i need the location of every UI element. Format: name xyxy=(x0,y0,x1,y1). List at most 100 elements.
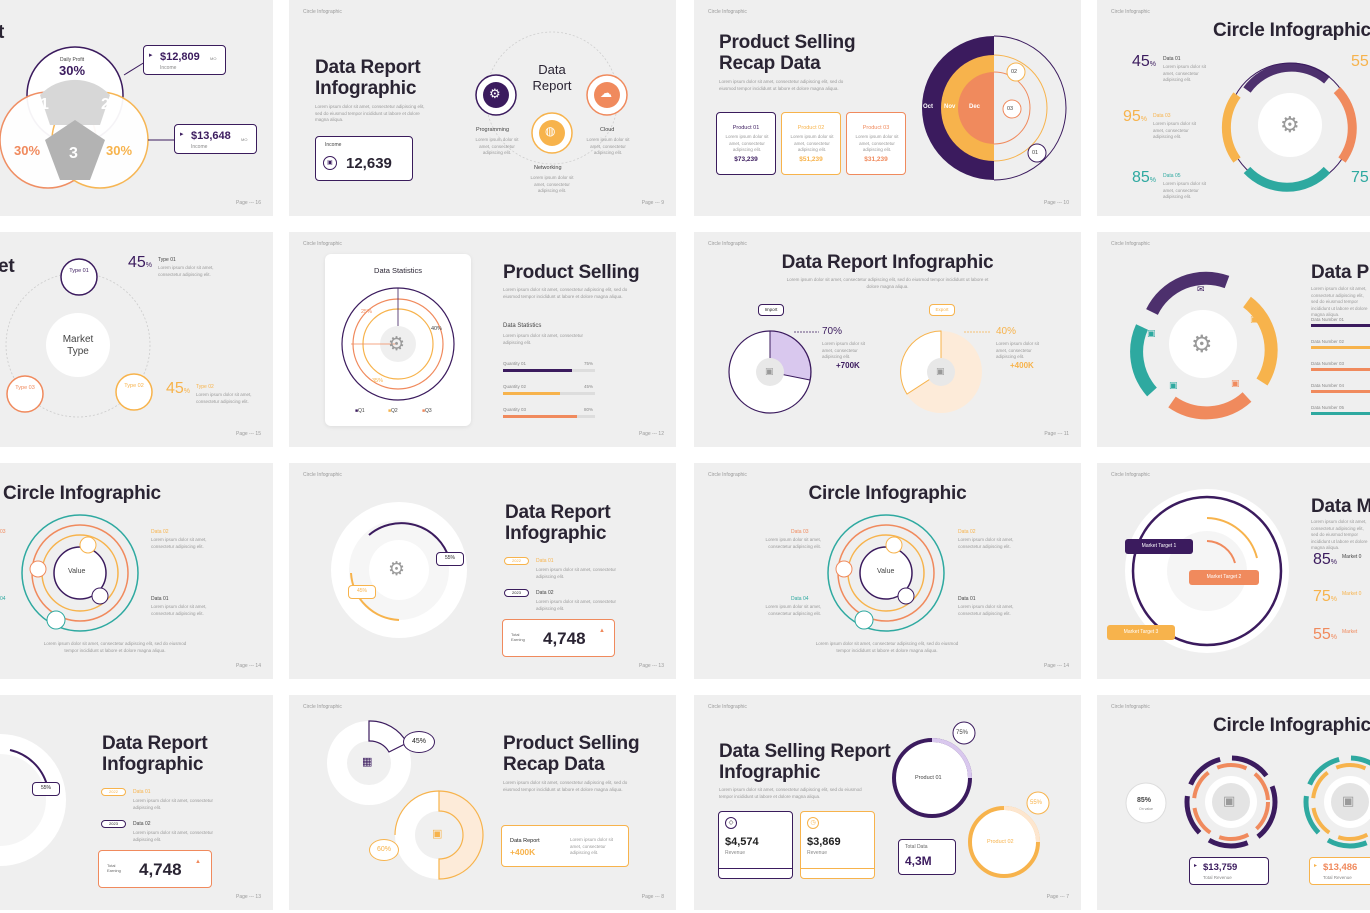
chat-icon: ▣ xyxy=(1147,328,1156,338)
cloud-icon: ☁ xyxy=(600,86,612,100)
slide-tag: Circle Infographic xyxy=(303,9,342,15)
slide-venn[interactable]: t Daily Profit 30% 30% 30% 1 2 3 $12,809… xyxy=(0,0,273,216)
income-box-1: $12,809 Income MO ▸ xyxy=(143,45,226,75)
product-name-3: Product 03 xyxy=(862,125,890,131)
mail-icon: ✉ xyxy=(1197,284,1205,294)
month-oct: Oct xyxy=(923,104,934,110)
earning-card: Total Earning 4,748 ▲ xyxy=(502,619,615,657)
export-desc: Lorem ipsum dolor sit amet, consectetur … xyxy=(996,341,1040,359)
pct-85-value: 85 xyxy=(1132,169,1150,186)
slide-recap-2[interactable]: Circle Infographic ▦ ▣ 45% 60% Product S… xyxy=(289,695,676,910)
income-box-2: $13,648 Income MO ▸ xyxy=(174,124,257,154)
product-name-1: Product 01 xyxy=(732,125,760,131)
slide-data-report-1[interactable]: Circle Infographic Data Report Infograph… xyxy=(289,0,676,216)
slide-recap-1[interactable]: Circle Infographic Product Selling Recap… xyxy=(694,0,1081,216)
product-desc-3: Lorem ipsum dolor sit amet, consectetur … xyxy=(855,134,899,152)
product-01-label: Product 01 xyxy=(915,775,942,781)
qty-1-label: Quantity 01 xyxy=(503,361,527,366)
import-pct: 70% xyxy=(822,326,843,337)
pct-75: 75% xyxy=(1313,588,1337,606)
slide-circle-value-2[interactable]: Circle Infographic Circle Infographic Va… xyxy=(694,463,1081,679)
slide-data-report-2[interactable]: Circle Infographic ⚙ 55% 45% Data Report… xyxy=(289,463,676,679)
slide-circle-revenue[interactable]: Circle Infographic Circle Infographic 85… xyxy=(1097,695,1370,910)
slice-35: 35% xyxy=(372,378,384,384)
up-arrow-icon: ▲ xyxy=(599,628,605,634)
semi-ring-chart xyxy=(922,35,1067,181)
data-report-value: +400K xyxy=(510,847,536,857)
pct-tag-55: 55% xyxy=(436,552,464,566)
type02-desc: Lorem ipsum dolor sit amet, consectetur … xyxy=(196,392,252,404)
bag-icon: ▣ xyxy=(1231,378,1240,388)
pct-55: 55% xyxy=(1030,800,1043,806)
slide-title: Product Selling xyxy=(503,262,640,283)
legend-desc-2: Lorem ipsum dolor sit amet, consectetur … xyxy=(133,830,214,842)
slide-title: Circle Infographic xyxy=(808,483,967,504)
venn-num-3: 3 xyxy=(69,145,78,162)
revenue-label-1: Revenue xyxy=(725,850,746,856)
slide-data-report-3[interactable]: 55% Data Report Infographic 2022 Data 01… xyxy=(0,695,273,910)
page-number: Page --- 16 xyxy=(235,200,261,206)
data-03-desc: Lorem ipsum dolor sit amet, consectetur … xyxy=(1153,121,1197,139)
income-value-1: $12,809 xyxy=(160,51,200,63)
slide-desc: Lorem ipsum dolor sit amet, consectetur … xyxy=(719,787,862,799)
slide-circle-value-1[interactable]: Circle Infographic Value Data 02 Lorem i… xyxy=(0,463,273,679)
year-tag-2: 2023 xyxy=(101,820,126,828)
slide-desc: Lorem ipsum dolor sit amet, consectetur … xyxy=(503,780,628,792)
slide-product-selling-stats[interactable]: Circle Infographic Data Statistics ⚙ 25%… xyxy=(289,232,676,447)
type01-desc: Lorem ipsum dolor sit amet, consectetur … xyxy=(158,265,214,277)
slide-title: Data Report Infographic xyxy=(505,502,611,544)
concentric-rings xyxy=(827,514,945,632)
label-data-02: Data 02 xyxy=(151,529,169,535)
legend-data-01: Data 01 xyxy=(133,789,151,795)
venn-num-2: 2 xyxy=(101,96,110,113)
data-bar-3 xyxy=(1311,368,1370,371)
desc-data-02: Lorem ipsum dolor sit amet, consectetur … xyxy=(151,537,207,549)
pct-85: 85% xyxy=(1137,797,1152,804)
product-name-2: Product 02 xyxy=(797,125,825,131)
pct-bubble-60: 60% xyxy=(369,839,399,861)
slide-market-target[interactable]: Circle Infographic Market Target 1 Marke… xyxy=(1097,463,1370,679)
slide-data-pr[interactable]: Circle Infographic Data Pr ⚙ ✉ ▣ ▣ ▣ ▣ L… xyxy=(1097,232,1370,447)
page-number: Page --- 11 xyxy=(1044,431,1069,437)
slide-title: Circle Infographic xyxy=(3,483,161,504)
marker-03: 03 xyxy=(1007,106,1014,112)
pct-sign: % xyxy=(1149,61,1157,68)
qty-3-label: Quantity 03 xyxy=(503,407,527,412)
legend-q1: ■Q1 xyxy=(355,408,365,414)
slide-circle-arrows[interactable]: Circle Infographic Circle Infographic 45… xyxy=(1097,0,1370,216)
slide-title-fragment: Data M xyxy=(1311,496,1370,517)
pct-sign: % xyxy=(1149,177,1157,184)
data-05-desc: Lorem ipsum dolor sit amet, consectetur … xyxy=(1163,181,1207,199)
page-number: Page --- 12 xyxy=(638,431,664,437)
slide-tag: Circle Infographic xyxy=(708,704,747,710)
donut-chart xyxy=(341,287,455,401)
slide-market-type[interactable]: et Market Type Type 01 Type 03 Type 02 4… xyxy=(0,232,273,447)
legend-q1-label: Q1 xyxy=(358,408,365,414)
product-02-label: Product 02 xyxy=(987,839,1014,845)
slide-desc: Lorem ipsum dolor sit amet, consectetur … xyxy=(719,79,844,91)
pct-45: 45% xyxy=(1132,53,1156,71)
income-label-1: Income xyxy=(160,65,177,71)
market-target-3: Market Target 3 xyxy=(1107,625,1175,640)
slide-data-selling[interactable]: Circle Infographic Data Selling Report I… xyxy=(694,695,1081,910)
type01-label: Type 01 xyxy=(158,257,176,263)
pct-value: 85 xyxy=(1313,551,1331,568)
qty-2-bar xyxy=(503,392,595,395)
slide-title: Circle Infographic xyxy=(1213,20,1370,41)
desc-data-01: Lorem ipsum dolor sit amet, consectetur … xyxy=(151,604,207,616)
desc-data-04: Lorem ipsum dolor sit amet, consectetur … xyxy=(765,604,821,616)
pct-bubble-45: 45% xyxy=(403,731,435,753)
venn-label-top: Daily Profit xyxy=(60,57,85,63)
center-label: Market Type xyxy=(62,334,94,357)
data-03-label: Data 03 xyxy=(1153,113,1171,119)
slide-import-export[interactable]: Circle Infographic Data Report Infograph… xyxy=(694,232,1081,447)
marker-01: 01 xyxy=(1032,150,1039,156)
slide-title: Data Report Infographic xyxy=(315,57,421,99)
income-label: Income xyxy=(325,142,342,148)
slide-tag: Circle Infographic xyxy=(708,9,747,15)
total-data-label: Total Data xyxy=(905,844,928,850)
pct-55: 55% xyxy=(1313,626,1337,644)
concentric-rings xyxy=(21,514,139,632)
product-card-1: Product 01 Lorem ipsum dolor sit amet, c… xyxy=(716,112,776,175)
data-01-label: Data 01 xyxy=(1163,56,1181,62)
